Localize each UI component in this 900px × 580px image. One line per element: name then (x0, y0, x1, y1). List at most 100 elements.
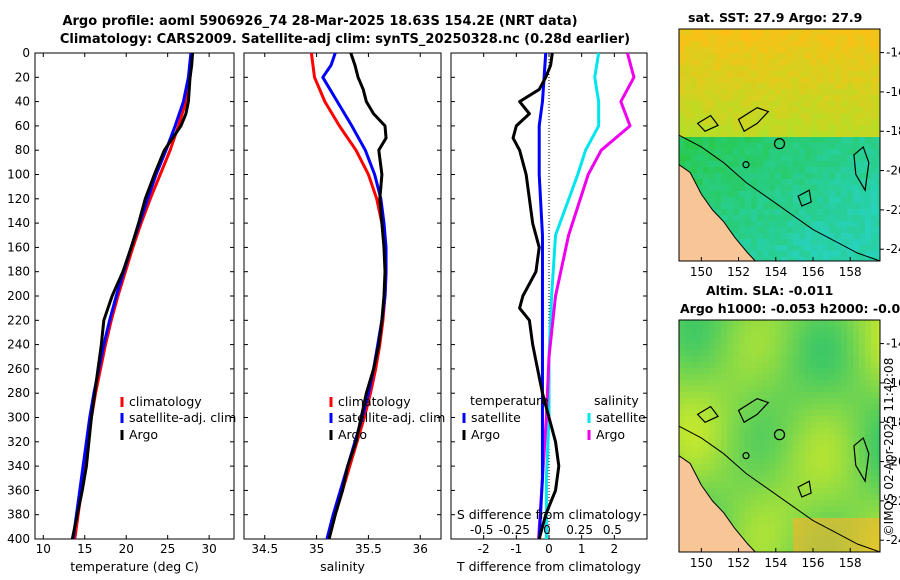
map-cell (793, 83, 799, 89)
map-cell (763, 332, 769, 338)
map-cell (829, 173, 835, 179)
map-cell (829, 434, 835, 440)
map-cell (835, 77, 841, 83)
map-cell (853, 143, 859, 149)
map-cell (703, 320, 709, 326)
map-cell (865, 173, 871, 179)
map-cell (685, 77, 691, 83)
map-cell (709, 167, 715, 173)
map-cell (805, 548, 811, 552)
map-cell (691, 71, 697, 77)
reef-outline (696, 114, 720, 132)
map-cell (817, 428, 823, 434)
map-cell (769, 350, 775, 356)
map-cell (691, 416, 697, 422)
map-cell (763, 476, 769, 482)
map-cell (871, 392, 877, 398)
map-cell (877, 29, 880, 35)
map-cell (823, 464, 829, 470)
map-cell (799, 500, 805, 506)
map-cell (871, 428, 877, 434)
map-cell (877, 161, 880, 167)
map-cell (841, 29, 847, 35)
map-cell (817, 392, 823, 398)
map-cell (727, 41, 733, 47)
map-cell (865, 428, 871, 434)
map-cell (877, 107, 880, 113)
map-cell (835, 215, 841, 221)
map-cell (745, 137, 751, 143)
map-cell (817, 137, 823, 143)
map-cell (703, 428, 709, 434)
map-cell (679, 71, 685, 77)
map-cell (679, 410, 685, 416)
map-cell (787, 458, 793, 464)
map-cell (793, 191, 799, 197)
map-cell (835, 35, 841, 41)
map-cell (835, 518, 841, 524)
map-cell (721, 386, 727, 392)
map-cell (817, 251, 823, 257)
map-cell (799, 368, 805, 374)
map-cell (811, 143, 817, 149)
map-cell (769, 386, 775, 392)
map-cell (697, 320, 703, 326)
map-cell (685, 119, 691, 125)
map-cell (739, 392, 745, 398)
map-cell (823, 59, 829, 65)
map-cell (697, 173, 703, 179)
figure-title-line-2: Climatology: CARS2009. Satellite-adj cli… (59, 32, 631, 47)
map-cell (829, 440, 835, 446)
map-cell (703, 356, 709, 362)
map-cell (685, 326, 691, 332)
map-cell (805, 239, 811, 245)
map-cell (679, 47, 685, 53)
map-cell (715, 47, 721, 53)
map-cell (847, 446, 853, 452)
map-cell (709, 191, 715, 197)
map-cell (847, 131, 853, 137)
map-cell (817, 530, 823, 536)
map-cell (715, 416, 721, 422)
map-cell (745, 338, 751, 344)
map-cell (877, 119, 880, 125)
map-cell (751, 251, 757, 257)
map-cell (841, 476, 847, 482)
map-cell (679, 125, 685, 131)
map-cell (739, 101, 745, 107)
map-cell (829, 209, 835, 215)
map-cell (691, 404, 697, 410)
map-cell (727, 203, 733, 209)
map-cell (847, 488, 853, 494)
map-cell (757, 119, 763, 125)
map-cell (865, 71, 871, 77)
map-cell (841, 530, 847, 536)
map-cell (871, 89, 877, 95)
x-tick-label: 34.5 (251, 542, 278, 556)
x-axis-label: temperature (deg C) (70, 559, 199, 574)
map-cell (817, 89, 823, 95)
map-cell (841, 113, 847, 119)
map-cell (799, 119, 805, 125)
map-cell (775, 191, 781, 197)
map-cell (685, 35, 691, 41)
map-cell (835, 536, 841, 542)
map-cell (799, 149, 805, 155)
map-cell (679, 332, 685, 338)
map-cell (715, 488, 721, 494)
map-cell (841, 161, 847, 167)
map-cell (733, 155, 739, 161)
map-cell (811, 83, 817, 89)
map-cell (805, 251, 811, 257)
map-cell (715, 29, 721, 35)
map-cell (721, 506, 727, 512)
map-cell (877, 446, 880, 452)
map-cell (829, 245, 835, 251)
map-cell (775, 125, 781, 131)
map-cell (865, 398, 871, 404)
map-cell (781, 506, 787, 512)
map-cell (685, 107, 691, 113)
map-cell (859, 368, 865, 374)
map-cell (847, 524, 853, 530)
map-cell (847, 506, 853, 512)
